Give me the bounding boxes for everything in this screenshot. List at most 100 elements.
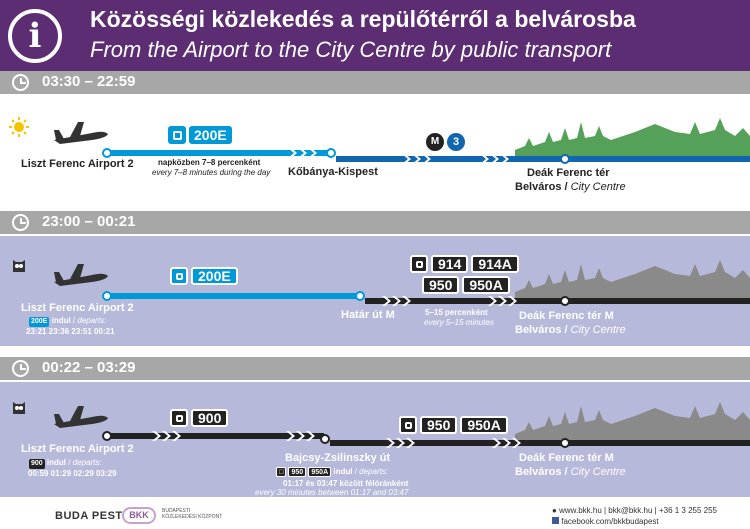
night-bus-badges: 950 950A: [399, 416, 508, 434]
sun-icon: [9, 117, 29, 137]
mini-route-badge: 950: [288, 467, 307, 477]
facebook-icon: [552, 517, 559, 524]
stop-dot: [355, 291, 365, 301]
bus-icon: [168, 126, 186, 144]
city-skyline-gray: [515, 402, 750, 446]
route-number: 914: [431, 255, 469, 273]
frequency-hu: napközben 7–8 percenként: [158, 158, 261, 167]
stop-destination: Deák Ferenc tér: [527, 167, 610, 179]
owl-icon: [13, 402, 25, 414]
bus-icon: [170, 409, 188, 427]
departs-label-en: departs:: [77, 316, 107, 325]
stop-destination: Deák Ferenc tér M: [519, 452, 614, 464]
time-range: 03:30 – 22:59: [42, 73, 136, 90]
page-header: [0, 0, 750, 71]
chevron-arrows: [402, 154, 509, 164]
route-number: 950A: [460, 416, 508, 434]
stop-dot: [102, 291, 112, 301]
clock-icon: [12, 360, 29, 377]
bus-line-segment: [108, 150, 332, 156]
stop-dot: [320, 434, 330, 444]
bkk-logo: BKK: [122, 507, 156, 524]
contact-text: www.bkk.hu | bkk@bkk.hu | +36 1 3 255 25…: [559, 506, 718, 515]
stop-transfer: Határ út M: [341, 309, 395, 321]
chevron-arrows: [386, 438, 521, 448]
mini-route-badge: 900: [29, 459, 45, 469]
transfer-departures-row: □ 950 950A indul / departs:: [276, 467, 388, 477]
stop-destination: Deák Ferenc tér M: [519, 310, 614, 322]
destination-sub-hu: Belváros: [515, 181, 562, 193]
stop-airport: Liszt Ferenc Airport 2: [21, 158, 134, 170]
stop-dot: [326, 148, 336, 158]
route-number: 200E: [191, 267, 238, 285]
night-bus-badges-row2: 950 950A: [419, 276, 510, 294]
route-number: 200E: [189, 126, 232, 144]
stop-transfer: Bajcsy-Zsilinszky út: [285, 452, 391, 464]
time-range: 23:00 – 00:21: [42, 213, 136, 230]
page-title-en: From the Airport to the City Centre by p…: [90, 37, 612, 62]
stop-dot: [560, 296, 570, 306]
departures-row: 200E indul / departs:: [29, 316, 107, 327]
transfer-departs-label-hu: indul: [333, 467, 353, 476]
departures-row: 900 indul / departs:: [29, 458, 102, 469]
transfer-note-en: every 30 minutes between 01:17 and 03:47: [255, 488, 409, 497]
time-bar-night: 00:22 – 03:29: [0, 357, 750, 380]
departs-label-hu: indul: [51, 316, 71, 325]
destination-sub: Belváros / City Centre: [515, 324, 626, 336]
owl-icon: [13, 260, 25, 272]
destination-sub-en: City Centre: [570, 181, 626, 193]
stop-dot: [560, 438, 570, 448]
night-bus-badges-row1: 914 914A: [410, 255, 519, 273]
bus-icon: [170, 267, 188, 285]
info-icon: i: [8, 9, 62, 63]
city-skyline-green: [515, 118, 750, 162]
bus-icon: [410, 255, 428, 273]
stop-transfer: Kőbánya-Kispest: [288, 166, 378, 178]
destination-sub-hu: Belváros: [515, 324, 562, 336]
time-range: 00:22 – 03:29: [42, 359, 136, 376]
stop-dot: [560, 154, 570, 164]
departure-times: 00:59 01:29 02:29 03:29: [28, 469, 117, 478]
frequency-hu: 5–15 percenként: [425, 308, 488, 317]
chevron-arrows: [288, 148, 317, 158]
night-bus-line-segment: [108, 433, 324, 439]
mini-route-badge: 950A: [308, 467, 332, 477]
chevron-arrows: [382, 296, 517, 306]
airplane-icon: [54, 264, 108, 286]
budapest-logo: BUDA PEST: [55, 510, 123, 522]
time-bar-evening: 23:00 – 00:21: [0, 211, 750, 234]
transfer-note-hu: 01:17 és 03:47 között félóránként: [283, 479, 409, 488]
destination-sub-en: City Centre: [570, 324, 626, 336]
destination-sub: Belváros / City Centre: [515, 181, 626, 193]
metro-icon: M: [426, 133, 444, 151]
time-bar-day: 03:30 – 22:59: [0, 71, 750, 94]
airplane-icon: [54, 122, 108, 144]
globe-icon: ●: [552, 506, 557, 515]
route-number: 950: [420, 416, 458, 434]
destination-sub-hu: Belváros: [515, 466, 562, 478]
destination-sub: Belváros / City Centre: [515, 466, 626, 478]
night-bus-line-segment: [330, 440, 750, 446]
departs-label-en: departs:: [72, 458, 102, 467]
route-number: 950A: [462, 276, 510, 294]
stop-dot: [102, 431, 112, 441]
clock-icon: [12, 74, 29, 91]
bus-badge-200E: 200E: [168, 126, 232, 144]
route-number: 914A: [471, 255, 519, 273]
mini-route-badge: 200E: [29, 317, 50, 327]
route-number: 900: [191, 409, 229, 427]
facebook-link[interactable]: facebook.com/bkkbudapest: [552, 517, 659, 526]
page-title-hu: Közösségi közlekedés a repülőtérről a be…: [90, 6, 636, 32]
contact-info[interactable]: ● www.bkk.hu | bkk@bkk.hu | +36 1 3 255 …: [552, 506, 717, 515]
chevron-arrows: [152, 431, 315, 441]
facebook-text: facebook.com/bkkbudapest: [561, 517, 659, 526]
city-skyline-gray: [515, 260, 750, 304]
clock-icon: [12, 214, 29, 231]
stop-dot: [102, 148, 112, 158]
stop-airport: Liszt Ferenc Airport 2: [21, 302, 134, 314]
stop-airport: Liszt Ferenc Airport 2: [21, 443, 134, 455]
bus-icon: [399, 416, 417, 434]
transfer-departs-label-en: departs:: [359, 467, 389, 476]
night-bus-line-segment: [365, 298, 750, 304]
bus-badge-900: 900: [170, 409, 229, 427]
